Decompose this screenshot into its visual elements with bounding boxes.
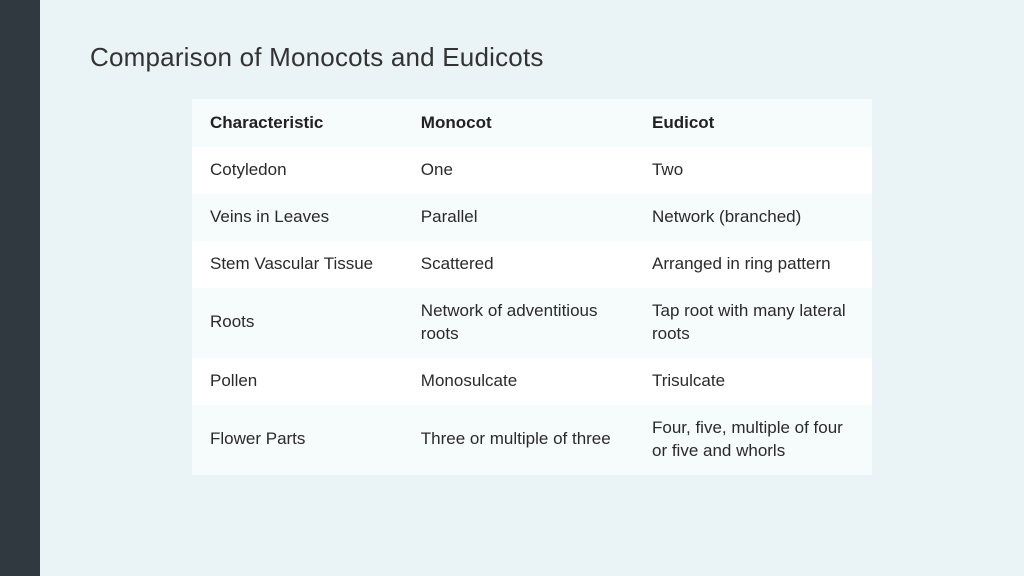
cell-eudicot: Two: [634, 147, 872, 194]
table-header-row: Characteristic Monocot Eudicot: [192, 99, 872, 147]
cell-monocot: One: [403, 147, 634, 194]
cell-characteristic: Veins in Leaves: [192, 194, 403, 241]
sidebar-accent: [0, 0, 40, 576]
cell-characteristic: Roots: [192, 288, 403, 358]
cell-characteristic: Pollen: [192, 358, 403, 405]
cell-eudicot: Arranged in ring pattern: [634, 241, 872, 288]
cell-monocot: Parallel: [403, 194, 634, 241]
col-header-characteristic: Characteristic: [192, 99, 403, 147]
table-row: Stem Vascular Tissue Scattered Arranged …: [192, 241, 872, 288]
cell-eudicot: Trisulcate: [634, 358, 872, 405]
table-row: Cotyledon One Two: [192, 147, 872, 194]
col-header-monocot: Monocot: [403, 99, 634, 147]
cell-eudicot: Four, five, multiple of four or five and…: [634, 405, 872, 475]
cell-eudicot: Tap root with many lateral roots: [634, 288, 872, 358]
table-row: Roots Network of adventitious roots Tap …: [192, 288, 872, 358]
cell-eudicot: Network (branched): [634, 194, 872, 241]
table-row: Flower Parts Three or multiple of three …: [192, 405, 872, 475]
cell-characteristic: Flower Parts: [192, 405, 403, 475]
cell-monocot: Scattered: [403, 241, 634, 288]
table-row: Pollen Monosulcate Trisulcate: [192, 358, 872, 405]
cell-characteristic: Cotyledon: [192, 147, 403, 194]
table-row: Veins in Leaves Parallel Network (branch…: [192, 194, 872, 241]
col-header-eudicot: Eudicot: [634, 99, 872, 147]
cell-monocot: Network of adventitious roots: [403, 288, 634, 358]
slide-content: Comparison of Monocots and Eudicots Char…: [40, 0, 1024, 576]
cell-characteristic: Stem Vascular Tissue: [192, 241, 403, 288]
comparison-table-wrap: Characteristic Monocot Eudicot Cotyledon…: [192, 99, 872, 475]
cell-monocot: Monosulcate: [403, 358, 634, 405]
comparison-table: Characteristic Monocot Eudicot Cotyledon…: [192, 99, 872, 475]
cell-monocot: Three or multiple of three: [403, 405, 634, 475]
slide-title: Comparison of Monocots and Eudicots: [90, 42, 974, 73]
